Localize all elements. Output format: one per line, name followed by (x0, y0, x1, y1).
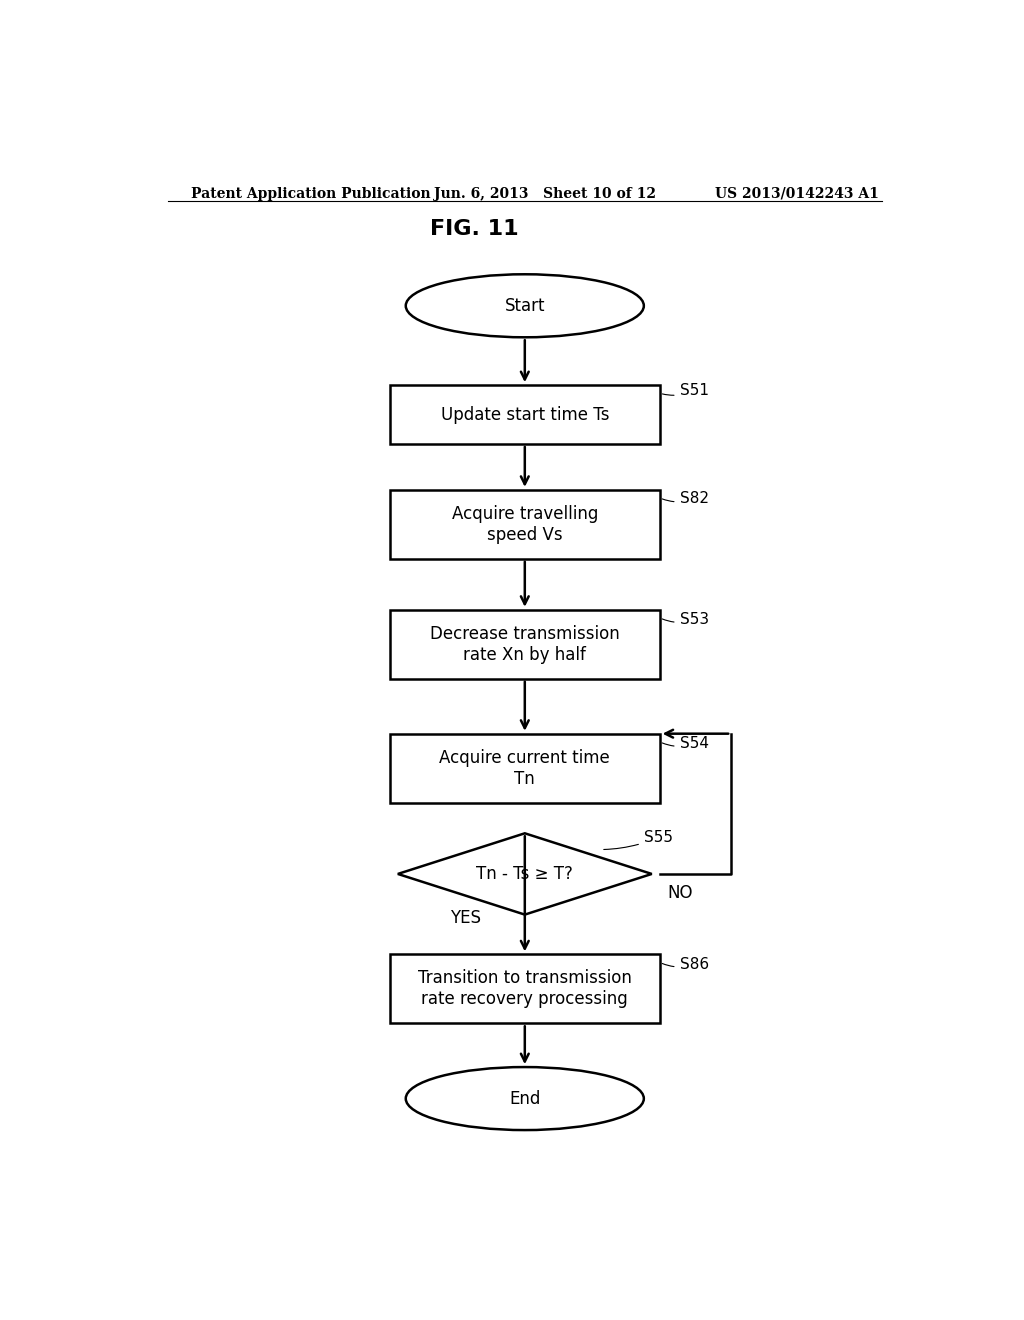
Ellipse shape (406, 275, 644, 338)
Text: Tn - Ts ≥ T?: Tn - Ts ≥ T? (476, 865, 573, 883)
Text: S54: S54 (663, 737, 709, 751)
Polygon shape (397, 833, 652, 915)
Text: Jun. 6, 2013   Sheet 10 of 12: Jun. 6, 2013 Sheet 10 of 12 (433, 187, 655, 201)
Text: Start: Start (505, 297, 545, 314)
Text: S51: S51 (663, 383, 709, 397)
Bar (390, 385, 659, 444)
Text: Acquire travelling
speed Vs: Acquire travelling speed Vs (452, 506, 598, 544)
Bar (390, 954, 659, 1023)
Bar (390, 734, 659, 803)
Text: Decrease transmission
rate Xn by half: Decrease transmission rate Xn by half (430, 624, 620, 664)
Text: End: End (509, 1089, 541, 1107)
Text: YES: YES (450, 908, 481, 927)
Text: Update start time Ts: Update start time Ts (440, 405, 609, 424)
Text: S86: S86 (663, 957, 709, 972)
Bar (390, 490, 659, 558)
Text: FIG. 11: FIG. 11 (430, 219, 518, 239)
Text: Transition to transmission
rate recovery processing: Transition to transmission rate recovery… (418, 969, 632, 1008)
Ellipse shape (406, 1067, 644, 1130)
Text: Acquire current time
Tn: Acquire current time Tn (439, 748, 610, 788)
Text: Patent Application Publication: Patent Application Publication (191, 187, 431, 201)
Text: S82: S82 (663, 491, 709, 507)
Text: S55: S55 (604, 830, 673, 850)
Text: S53: S53 (663, 612, 709, 627)
Text: NO: NO (668, 884, 693, 903)
Text: US 2013/0142243 A1: US 2013/0142243 A1 (715, 187, 880, 201)
Bar (390, 610, 659, 678)
